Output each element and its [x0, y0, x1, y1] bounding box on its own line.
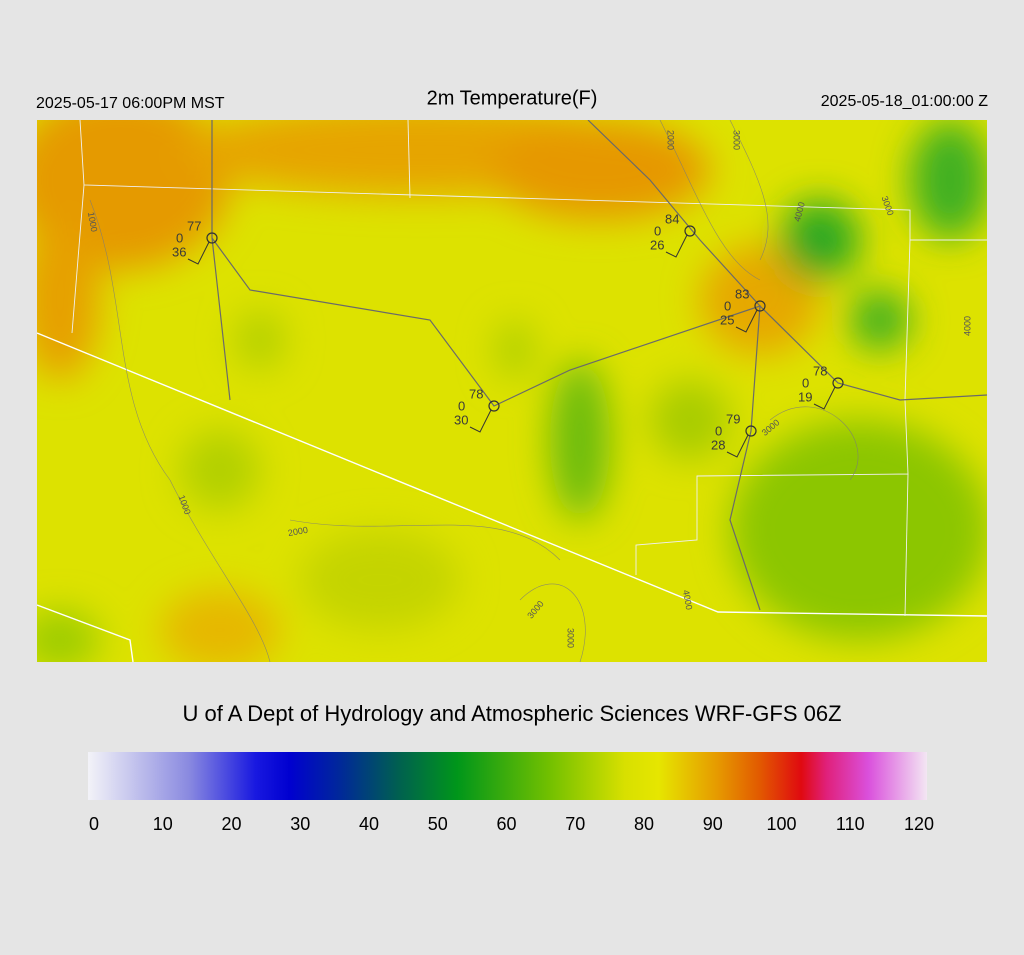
station-temperature: 83 — [735, 286, 749, 301]
wind-barb — [665, 234, 688, 258]
station: 79 028 — [711, 411, 757, 458]
colorbar-tick-label: 100 — [766, 814, 796, 834]
station-circle — [754, 300, 766, 312]
colorbar-tick-label: 10 — [153, 814, 173, 834]
wind-barb — [469, 409, 492, 433]
station-temperature: 84 — [665, 211, 679, 226]
wind-barb — [187, 241, 210, 265]
station-dewpoint: 26 — [650, 237, 664, 252]
station-circle — [745, 425, 757, 437]
colorbar-tick-label: 30 — [290, 814, 310, 834]
station-circle — [488, 400, 500, 412]
credit: U of A Dept of Hydrology and Atmospheric… — [182, 701, 841, 726]
station: 78 019 — [798, 363, 844, 410]
colorbar-tick-label: 50 — [428, 814, 448, 834]
station-value: 0 — [715, 423, 722, 438]
station-dewpoint: 30 — [454, 412, 468, 427]
station-circle — [832, 377, 844, 389]
colorbar-ticks: 0 10 20 30 40 50 60 70 80 90 100 110 120 — [89, 814, 934, 834]
wind-barb — [726, 434, 749, 458]
colorbar-tick-label: 40 — [359, 814, 379, 834]
station-circle — [684, 225, 696, 237]
station-dewpoint: 25 — [720, 312, 734, 327]
colorbar-tick-label: 20 — [221, 814, 241, 834]
station-dewpoint: 28 — [711, 437, 725, 452]
colorbar-tick-label: 90 — [703, 814, 723, 834]
station-temperature: 78 — [813, 363, 827, 378]
wind-barb — [735, 309, 758, 333]
station-dewpoint: 36 — [172, 244, 186, 259]
colorbar — [88, 752, 927, 800]
colorbar-tick-label: 70 — [565, 814, 585, 834]
station: 83 025 — [720, 286, 766, 333]
station: 78 030 — [454, 386, 500, 433]
contour-label: 4000 — [962, 316, 972, 336]
station: 84 026 — [650, 211, 696, 258]
map — [37, 120, 987, 662]
colorbar-tick-label: 0 — [89, 814, 99, 834]
station-value: 0 — [724, 298, 731, 313]
contour-label: 2000 — [287, 525, 308, 538]
valid-time-local: 2025-05-17 06:00PM MST — [36, 95, 225, 112]
map-title: 2m Temperature(F) — [427, 87, 598, 109]
colorbar-tick-label: 80 — [634, 814, 654, 834]
station-temperature: 79 — [726, 411, 740, 426]
station: 77 036 — [172, 218, 218, 265]
station-dewpoint: 19 — [798, 389, 812, 404]
contour-label: 2000 — [666, 130, 676, 150]
colorbar-tick-label: 120 — [904, 814, 934, 834]
contour-label: 3000 — [566, 628, 576, 648]
station-temperature: 77 — [187, 218, 201, 233]
contour-label: 3000 — [732, 130, 742, 150]
station-circle — [206, 232, 218, 244]
station-value: 0 — [802, 375, 809, 390]
wind-barb — [813, 386, 836, 410]
colorbar-tick-label: 110 — [836, 814, 865, 834]
station-value: 0 — [654, 223, 661, 238]
colorbar-tick-label: 60 — [496, 814, 516, 834]
station-temperature: 78 — [469, 386, 483, 401]
station-value: 0 — [458, 398, 465, 413]
contour-label: 4000 — [681, 589, 694, 610]
station-value: 0 — [176, 230, 183, 245]
contour-label: 1000 — [86, 211, 99, 232]
valid-time-utc: 2025-05-18_01:00:00 Z — [821, 93, 988, 110]
